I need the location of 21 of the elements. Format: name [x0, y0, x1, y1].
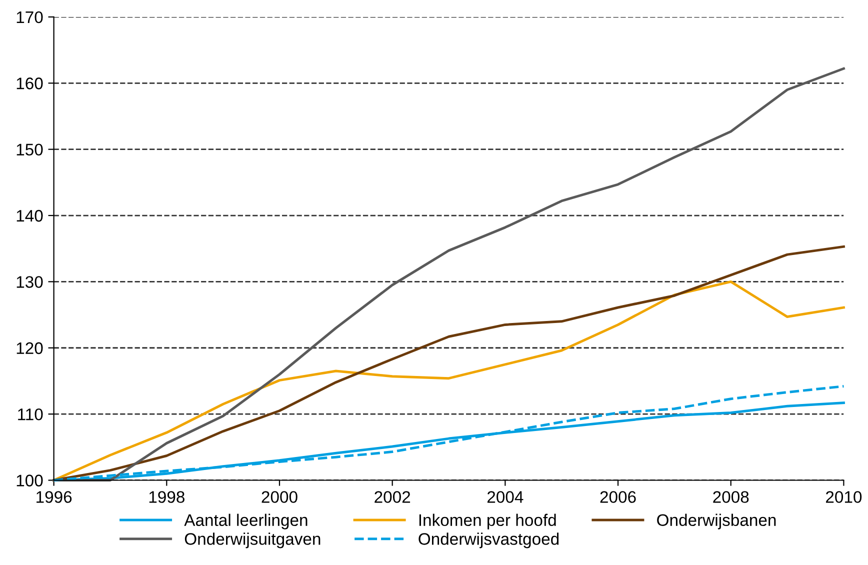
legend-label: Onderwijsbanen	[657, 514, 776, 530]
y-tick-label: 150	[16, 144, 43, 156]
legend-label: Onderwijsvastgoed	[418, 532, 559, 548]
x-tick-label: 2008	[713, 491, 749, 503]
legend-label: Onderwijsuitgaven	[184, 532, 320, 548]
x-tick-label: 2010	[826, 491, 862, 503]
legend-label: Aantal leerlingen	[184, 514, 308, 530]
y-tick-label: 170	[16, 11, 43, 24]
x-tick-label: 2000	[262, 491, 298, 503]
legend-label: Inkomen per hoofd	[419, 514, 556, 530]
y-tick-label: 140	[16, 210, 43, 222]
y-tick-label: 120	[16, 342, 43, 354]
x-tick-label: 2006	[600, 491, 636, 503]
x-tick-label: 1996	[36, 491, 72, 503]
x-tick-label: 2004	[487, 491, 524, 503]
y-tick-label: 110	[18, 408, 43, 420]
y-tick-label: 130	[16, 276, 43, 288]
y-tick-label: 100	[16, 474, 43, 486]
x-tick-label: 1998	[149, 491, 184, 503]
y-tick-label: 160	[16, 78, 43, 90]
x-tick-label: 2002	[374, 491, 410, 503]
